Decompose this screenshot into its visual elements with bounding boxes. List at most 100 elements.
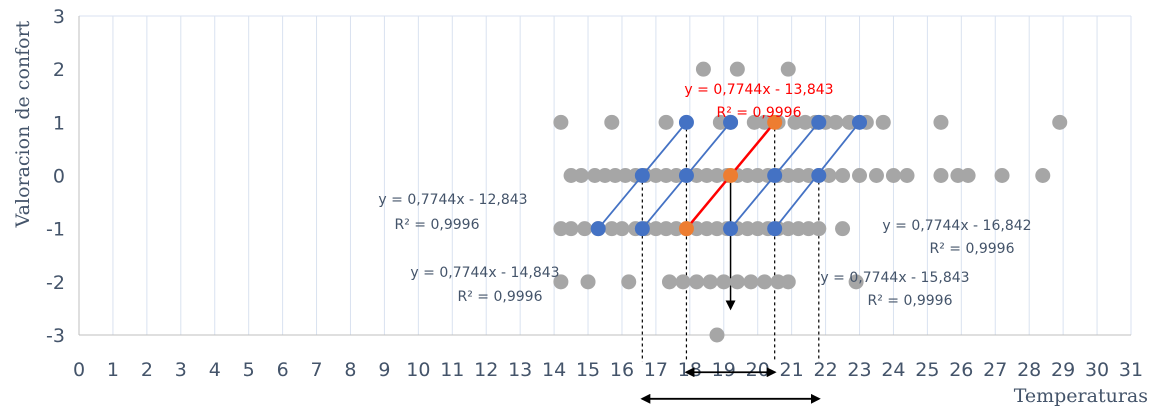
x-tick-label: 0 <box>73 359 85 381</box>
observed-point <box>828 114 844 130</box>
observed-point <box>614 221 630 237</box>
x-tick-label: 28 <box>1017 359 1041 381</box>
y-tick-label: 2 <box>53 59 65 81</box>
series-point <box>634 168 650 183</box>
observed-point <box>933 114 949 130</box>
x-tick-label: 21 <box>780 359 804 381</box>
observed-point <box>780 274 796 290</box>
x-tick-label: 15 <box>576 359 600 381</box>
x-tick-label: 19 <box>712 359 736 381</box>
x-tick-label: 11 <box>440 359 464 381</box>
x-tick-label: 2 <box>141 359 153 381</box>
series-point <box>634 221 650 237</box>
observed-point <box>756 274 772 290</box>
x-tick-label: 17 <box>644 359 668 381</box>
observed-point <box>848 274 864 290</box>
y-tick-label: -1 <box>46 219 65 241</box>
observed-point <box>658 114 674 130</box>
highlight-series-point <box>678 221 694 237</box>
equation-label: y = 0,7744x - 13,843 <box>684 82 833 98</box>
observed-points <box>553 61 1068 343</box>
x-tick-label: 12 <box>474 359 498 381</box>
x-tick-label: 8 <box>344 359 356 381</box>
series-point <box>767 221 783 237</box>
equation-labels: y = 0,7744x - 12,843 R² = 0,9996 y = 0,774… <box>378 82 1031 309</box>
series-point <box>723 221 739 237</box>
x-tick-label: 5 <box>243 359 255 381</box>
x-tick-label: 24 <box>881 359 905 381</box>
observed-point <box>885 168 901 183</box>
observed-point <box>811 221 827 237</box>
x-tick-label: 30 <box>1085 359 1109 381</box>
series-point <box>723 114 739 130</box>
x-tick-label: 27 <box>983 359 1007 381</box>
x-tick-label: 23 <box>847 359 871 381</box>
observed-point <box>621 274 637 290</box>
observed-point <box>960 168 976 183</box>
highlight-series-point <box>767 114 783 130</box>
regression-series <box>590 114 868 237</box>
x-tick-label: 25 <box>915 359 939 381</box>
observed-point <box>716 274 732 290</box>
x-tick-label: 4 <box>209 359 221 381</box>
y-tick-label: -2 <box>46 272 65 294</box>
observed-point <box>580 274 596 290</box>
r-squared-label: R² = 0,9996 <box>868 293 953 309</box>
observed-point <box>729 274 745 290</box>
observed-point <box>709 327 725 343</box>
y-tick-label: 0 <box>53 166 65 188</box>
highlight-series-point <box>723 168 739 183</box>
observed-point <box>661 274 677 290</box>
observed-point <box>553 274 569 290</box>
x-tick-label: 6 <box>277 359 289 381</box>
y-tick-label: 3 <box>53 6 65 28</box>
x-tick-label: 16 <box>610 359 634 381</box>
observed-point <box>729 61 745 77</box>
x-tick-label: 18 <box>678 359 702 381</box>
series-point <box>678 114 694 130</box>
x-tick-label: 31 <box>1119 359 1143 381</box>
annotations <box>640 122 821 404</box>
observed-point <box>695 61 711 77</box>
series-point <box>678 168 694 183</box>
observed-point <box>852 168 868 183</box>
observed-point <box>1052 114 1068 130</box>
series-point <box>811 114 827 130</box>
x-tick-label: 7 <box>311 359 323 381</box>
y-tick-label: -3 <box>46 325 65 347</box>
equation-label: y = 0,7744x - 12,843 <box>378 192 527 208</box>
observed-point <box>563 221 579 237</box>
equation-label: y = 0,7744x - 15,843 <box>820 270 969 286</box>
observed-point <box>868 168 884 183</box>
x-tick-label: 3 <box>175 359 187 381</box>
series-point <box>852 114 868 130</box>
x-tick-label: 10 <box>406 359 430 381</box>
series-point <box>811 168 827 183</box>
r-squared-label: R² = 0,9996 <box>717 105 802 121</box>
observed-point <box>1035 168 1051 183</box>
x-tick-label: 22 <box>813 359 837 381</box>
x-tick-label: 9 <box>378 359 390 381</box>
x-tick-label: 14 <box>542 359 566 381</box>
x-tick-label: 1 <box>107 359 119 381</box>
x-axis-title: Temperaturas <box>1014 385 1148 407</box>
observed-point <box>899 168 915 183</box>
equation-label: y = 0,7744x - 14,843 <box>410 265 559 281</box>
equation-label: y = 0,7744x - 16,842 <box>882 218 1031 234</box>
x-tick-label: 20 <box>746 359 770 381</box>
series-point <box>767 168 783 183</box>
observed-point <box>835 168 851 183</box>
observed-point <box>702 274 718 290</box>
observed-point <box>675 274 691 290</box>
x-tick-label: 13 <box>508 359 532 381</box>
x-tick-label: 29 <box>1051 359 1075 381</box>
observed-point <box>875 114 891 130</box>
observed-point <box>553 114 569 130</box>
observed-point <box>689 274 705 290</box>
r-squared-label: R² = 0,9996 <box>930 241 1015 257</box>
observed-point <box>994 168 1010 183</box>
r-squared-label: R² = 0,9996 <box>395 217 480 233</box>
observed-point <box>573 168 589 183</box>
observed-point <box>835 221 851 237</box>
